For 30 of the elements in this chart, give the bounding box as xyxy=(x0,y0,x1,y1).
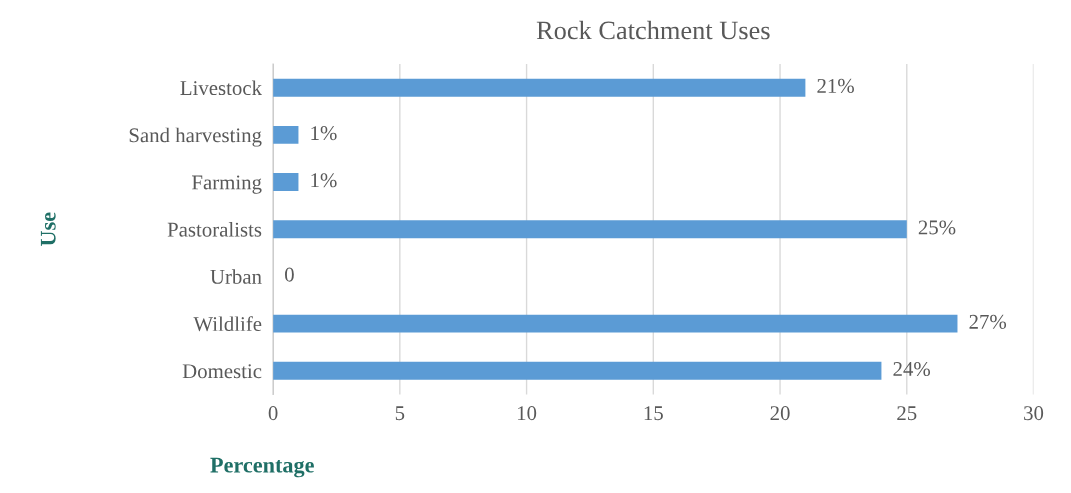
data-label: 21% xyxy=(817,78,854,93)
x-tick-label: 25 xyxy=(897,406,917,421)
y-tick-label: Pastoralists xyxy=(167,222,262,237)
x-tick-label: 5 xyxy=(395,406,405,421)
x-tick-label: 15 xyxy=(644,406,663,421)
y-tick-label: Urban xyxy=(210,269,262,284)
y-axis-title: Use xyxy=(40,212,56,246)
x-axis-title: Percentage xyxy=(210,457,314,478)
bar xyxy=(273,361,882,380)
data-label: 24% xyxy=(893,361,931,377)
x-tick-label: 30 xyxy=(1024,406,1044,421)
data-label: 1% xyxy=(311,173,337,188)
x-tick-label: 0 xyxy=(268,406,278,421)
x-tick-label: 20 xyxy=(770,406,790,421)
data-label: 27% xyxy=(969,314,1007,329)
bar xyxy=(273,78,806,97)
bar xyxy=(273,125,299,144)
chart-title: Rock Catchment Uses xyxy=(536,20,770,40)
bar xyxy=(273,314,958,333)
bar xyxy=(273,173,299,192)
y-tick-label: Wildlife xyxy=(193,316,262,332)
bar xyxy=(273,220,907,239)
data-label: 25% xyxy=(918,220,956,235)
data-label: 1% xyxy=(311,126,337,141)
y-tick-label: Farming xyxy=(192,175,262,194)
y-tick-label: Livestock xyxy=(180,80,262,96)
y-tick-label: Domestic xyxy=(182,364,262,379)
data-label: 0 xyxy=(285,267,294,282)
x-tick-label: 10 xyxy=(517,406,537,421)
y-tick-label: Sand harvesting xyxy=(129,127,262,147)
